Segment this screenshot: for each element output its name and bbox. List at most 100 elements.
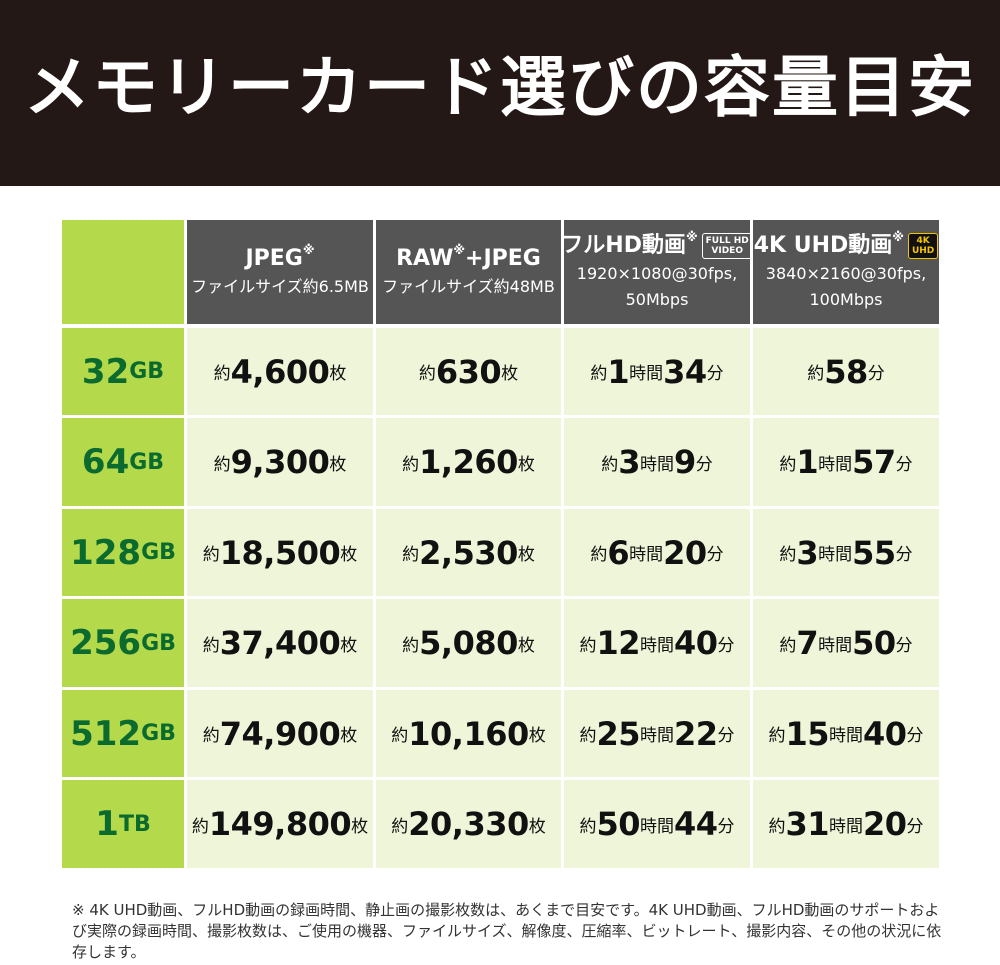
table-cell: 約 4,600 枚: [187, 328, 373, 415]
cell-number: 57: [852, 443, 896, 481]
cell-number: 20: [863, 805, 907, 843]
title-banner: メモリーカード選びの容量目安: [0, 0, 1000, 186]
cell-unit: 枚: [501, 364, 519, 384]
cell-unit: 約: [579, 635, 597, 656]
cell-number: 55: [852, 533, 896, 572]
column-header-title: RAW※+JPEG: [396, 244, 541, 274]
cell-number: 1,260: [419, 443, 518, 481]
cell-unit: 約: [213, 454, 231, 475]
cell-unit: 約: [768, 816, 786, 837]
note-mark: ※: [685, 230, 698, 244]
cell-unit: 時間: [818, 635, 853, 656]
cell-unit: 時間: [640, 726, 674, 746]
row-header-capacity: 128 GB: [62, 509, 184, 596]
cell-unit: 約: [579, 816, 597, 837]
full-hd-video-badge: FULL HD VIDEO: [701, 233, 753, 259]
cell-unit: 約: [768, 726, 786, 746]
cell-number: 3: [618, 443, 640, 481]
column-header-0: JPEG※ ファイルサイズ約6.5MB: [187, 220, 373, 324]
table-cell: 約 31 時間 20 分: [753, 780, 939, 868]
cell-unit: 枚: [517, 635, 535, 656]
cell-number: 9: [674, 443, 696, 481]
cell-number: 4,600: [230, 352, 330, 391]
cell-unit: 約: [402, 635, 420, 656]
column-header-label: 4K UHD動画: [753, 233, 893, 258]
column-header-1: RAW※+JPEG ファイルサイズ約48MB: [376, 220, 561, 324]
note-mark: ※: [892, 230, 904, 244]
cell-unit: 約: [202, 726, 220, 746]
capacity-unit: TB: [118, 811, 151, 837]
cell-unit: 枚: [329, 364, 347, 384]
column-header-spec: 50Mbps: [625, 290, 689, 309]
cell-unit: 枚: [340, 726, 358, 746]
table-cell: 約 149,800 枚: [187, 780, 373, 868]
cell-unit: 時間: [829, 726, 863, 746]
table-cell: 約 12 時間 40 分: [564, 599, 750, 687]
badge-text: VIDEO: [711, 246, 743, 256]
cell-number: 34: [663, 352, 707, 391]
cell-unit: 約: [391, 816, 409, 837]
cell-unit: 約: [191, 816, 209, 837]
cell-unit: 約: [807, 364, 825, 384]
cell-unit: 約: [402, 454, 420, 475]
cell-unit: 分: [867, 364, 885, 384]
cell-unit: 分: [717, 816, 735, 837]
row-header-capacity: 64 GB: [62, 418, 184, 506]
cell-number: 74,900: [219, 714, 341, 753]
capacity-value: 32: [81, 351, 130, 392]
table-cell: 約 2,530 枚: [376, 509, 561, 596]
table-cell: 約 1 時間 34 分: [564, 328, 750, 415]
cell-unit: 枚: [351, 816, 369, 837]
column-header-spec: ファイルサイズ約48MB: [382, 277, 555, 296]
cell-number: 15: [785, 714, 829, 753]
row-header-capacity: 512 GB: [62, 690, 184, 777]
badge-text: UHD: [911, 246, 935, 256]
capacity-value: 512: [70, 713, 142, 754]
cell-unit: 枚: [340, 545, 358, 565]
cell-unit: 分: [906, 816, 924, 837]
column-header-spec: 3840×2160@30fps,: [765, 264, 927, 283]
table-cell: 約 58 分: [753, 328, 939, 415]
cell-unit: 約: [590, 545, 608, 565]
cell-number: 12: [596, 624, 640, 662]
cell-unit: 枚: [528, 726, 546, 746]
column-header-3: 4K UHD動画※ 4K UHD 3840×2160@30fps, 100Mbps: [753, 220, 939, 324]
cell-unit: 分: [895, 454, 913, 475]
column-header-title: フルHD動画※ FULL HD VIDEO: [561, 230, 753, 261]
cell-number: 25: [596, 714, 640, 753]
cell-unit: 分: [906, 726, 924, 746]
cell-unit: 時間: [640, 454, 674, 475]
cell-number: 40: [674, 624, 718, 662]
table-corner: [62, 220, 184, 324]
cell-unit: 約: [779, 454, 797, 475]
cell-unit: 時間: [640, 635, 674, 656]
column-header-title: JPEG※: [245, 244, 314, 274]
table-cell: 約 18,500 枚: [187, 509, 373, 596]
cell-unit: 約: [213, 364, 231, 384]
capacity-unit: GB: [129, 449, 165, 475]
cell-unit: 枚: [528, 816, 546, 837]
cell-number: 9,300: [230, 443, 330, 481]
capacity-unit: GB: [141, 630, 176, 656]
cell-unit: 枚: [517, 545, 535, 565]
cell-unit: 時間: [829, 816, 863, 837]
cell-number: 6: [607, 533, 630, 572]
table-cell: 約 5,080 枚: [376, 599, 561, 687]
cell-number: 10,160: [408, 714, 529, 753]
cell-unit: 約: [202, 635, 220, 656]
table-cell: 約 50 時間 44 分: [564, 780, 750, 868]
cell-number: 50: [852, 624, 896, 662]
cell-unit: 分: [717, 726, 735, 746]
cell-number: 58: [824, 352, 868, 391]
cell-number: 37,400: [219, 624, 341, 662]
cell-unit: 約: [391, 726, 409, 746]
capacity-value: 1: [95, 804, 119, 844]
column-header-2: フルHD動画※ FULL HD VIDEO 1920×1080@30fps, 50Mbp…: [561, 220, 753, 324]
badge-text: FULL HD: [705, 236, 749, 246]
table-cell: 約 9,300 枚: [187, 418, 373, 506]
table-cell: 約 3 時間 9 分: [564, 418, 750, 506]
cell-number: 31: [785, 805, 829, 843]
table-cell: 約 37,400 枚: [187, 599, 373, 687]
cell-unit: 分: [706, 545, 724, 565]
capacity-value: 256: [70, 623, 142, 663]
